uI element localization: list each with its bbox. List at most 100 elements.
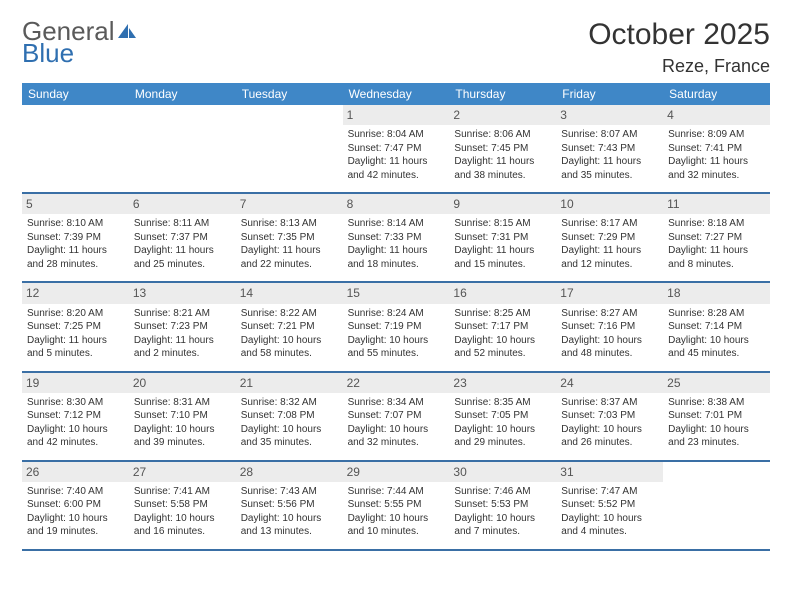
- sunset-text: Sunset: 7:10 PM: [134, 409, 231, 423]
- day-number: 13: [129, 283, 236, 303]
- day-number: 7: [236, 194, 343, 214]
- day-cell: 26Sunrise: 7:40 AMSunset: 6:00 PMDayligh…: [22, 462, 129, 549]
- week-row: 26Sunrise: 7:40 AMSunset: 6:00 PMDayligh…: [22, 462, 770, 551]
- day-cell: 21Sunrise: 8:32 AMSunset: 7:08 PMDayligh…: [236, 373, 343, 460]
- day-cell: 17Sunrise: 8:27 AMSunset: 7:16 PMDayligh…: [556, 283, 663, 370]
- day-number: 3: [556, 105, 663, 125]
- day-number: 30: [449, 462, 556, 482]
- sunrise-text: Sunrise: 8:31 AM: [134, 396, 231, 410]
- dl2-text: and 23 minutes.: [668, 436, 765, 450]
- dl2-text: and 32 minutes.: [668, 169, 765, 183]
- dl2-text: and 8 minutes.: [668, 258, 765, 272]
- day-number: 22: [343, 373, 450, 393]
- dl1-text: Daylight: 11 hours: [348, 244, 445, 258]
- dl2-text: and 58 minutes.: [241, 347, 338, 361]
- dl2-text: and 15 minutes.: [454, 258, 551, 272]
- header: General Blue October 2025 Reze, France: [22, 18, 770, 77]
- day-cell: 25Sunrise: 8:38 AMSunset: 7:01 PMDayligh…: [663, 373, 770, 460]
- sunset-text: Sunset: 7:23 PM: [134, 320, 231, 334]
- sunset-text: Sunset: 5:52 PM: [561, 498, 658, 512]
- day-cell: 19Sunrise: 8:30 AMSunset: 7:12 PMDayligh…: [22, 373, 129, 460]
- week-row: ...1Sunrise: 8:04 AMSunset: 7:47 PMDayli…: [22, 105, 770, 194]
- day-number: 21: [236, 373, 343, 393]
- day-cell: 7Sunrise: 8:13 AMSunset: 7:35 PMDaylight…: [236, 194, 343, 281]
- sunset-text: Sunset: 7:33 PM: [348, 231, 445, 245]
- sunrise-text: Sunrise: 8:13 AM: [241, 217, 338, 231]
- dl2-text: and 42 minutes.: [27, 436, 124, 450]
- day-cell: 9Sunrise: 8:15 AMSunset: 7:31 PMDaylight…: [449, 194, 556, 281]
- day-cell: .: [129, 105, 236, 192]
- dl2-text: and 38 minutes.: [454, 169, 551, 183]
- day-cell: 24Sunrise: 8:37 AMSunset: 7:03 PMDayligh…: [556, 373, 663, 460]
- dl2-text: and 45 minutes.: [668, 347, 765, 361]
- sunrise-text: Sunrise: 8:30 AM: [27, 396, 124, 410]
- day-number: 8: [343, 194, 450, 214]
- dl1-text: Daylight: 11 hours: [134, 334, 231, 348]
- dl1-text: Daylight: 10 hours: [454, 512, 551, 526]
- day-cell: 22Sunrise: 8:34 AMSunset: 7:07 PMDayligh…: [343, 373, 450, 460]
- sunset-text: Sunset: 7:14 PM: [668, 320, 765, 334]
- dl1-text: Daylight: 10 hours: [134, 423, 231, 437]
- sunset-text: Sunset: 7:08 PM: [241, 409, 338, 423]
- sunrise-text: Sunrise: 8:11 AM: [134, 217, 231, 231]
- day-number: 5: [22, 194, 129, 214]
- day-cell: 15Sunrise: 8:24 AMSunset: 7:19 PMDayligh…: [343, 283, 450, 370]
- dl2-text: and 16 minutes.: [134, 525, 231, 539]
- week-row: 5Sunrise: 8:10 AMSunset: 7:39 PMDaylight…: [22, 194, 770, 283]
- sunset-text: Sunset: 7:03 PM: [561, 409, 658, 423]
- dl2-text: and 22 minutes.: [241, 258, 338, 272]
- day-cell: 12Sunrise: 8:20 AMSunset: 7:25 PMDayligh…: [22, 283, 129, 370]
- dl1-text: Daylight: 10 hours: [561, 334, 658, 348]
- dl2-text: and 35 minutes.: [561, 169, 658, 183]
- dl2-text: and 19 minutes.: [27, 525, 124, 539]
- dl2-text: and 5 minutes.: [27, 347, 124, 361]
- dl2-text: and 39 minutes.: [134, 436, 231, 450]
- dayhead-fri: Friday: [556, 83, 663, 105]
- dl1-text: Daylight: 10 hours: [454, 334, 551, 348]
- day-cell: 31Sunrise: 7:47 AMSunset: 5:52 PMDayligh…: [556, 462, 663, 549]
- day-cell: .: [663, 462, 770, 549]
- day-cell: 27Sunrise: 7:41 AMSunset: 5:58 PMDayligh…: [129, 462, 236, 549]
- month-title: October 2025: [588, 18, 770, 52]
- dl1-text: Daylight: 11 hours: [561, 155, 658, 169]
- dl1-text: Daylight: 11 hours: [348, 155, 445, 169]
- week-row: 12Sunrise: 8:20 AMSunset: 7:25 PMDayligh…: [22, 283, 770, 372]
- day-number: 10: [556, 194, 663, 214]
- day-cell: 4Sunrise: 8:09 AMSunset: 7:41 PMDaylight…: [663, 105, 770, 192]
- dl1-text: Daylight: 10 hours: [561, 512, 658, 526]
- dl2-text: and 28 minutes.: [27, 258, 124, 272]
- sunset-text: Sunset: 7:17 PM: [454, 320, 551, 334]
- dl2-text: and 42 minutes.: [348, 169, 445, 183]
- sunrise-text: Sunrise: 8:35 AM: [454, 396, 551, 410]
- calendar-page: General Blue October 2025 Reze, France S…: [0, 0, 792, 569]
- calendar-body: ...1Sunrise: 8:04 AMSunset: 7:47 PMDayli…: [22, 105, 770, 551]
- sunset-text: Sunset: 5:53 PM: [454, 498, 551, 512]
- day-cell: 3Sunrise: 8:07 AMSunset: 7:43 PMDaylight…: [556, 105, 663, 192]
- sunrise-text: Sunrise: 8:37 AM: [561, 396, 658, 410]
- day-cell: 14Sunrise: 8:22 AMSunset: 7:21 PMDayligh…: [236, 283, 343, 370]
- dl1-text: Daylight: 10 hours: [27, 512, 124, 526]
- sunset-text: Sunset: 7:47 PM: [348, 142, 445, 156]
- day-number: 27: [129, 462, 236, 482]
- day-number: 11: [663, 194, 770, 214]
- day-number: 9: [449, 194, 556, 214]
- sunset-text: Sunset: 7:31 PM: [454, 231, 551, 245]
- dl1-text: Daylight: 11 hours: [454, 155, 551, 169]
- dl1-text: Daylight: 11 hours: [668, 155, 765, 169]
- brand-text: General Blue: [22, 18, 138, 66]
- sunrise-text: Sunrise: 8:04 AM: [348, 128, 445, 142]
- sunset-text: Sunset: 7:25 PM: [27, 320, 124, 334]
- sunset-text: Sunset: 7:29 PM: [561, 231, 658, 245]
- dl1-text: Daylight: 10 hours: [241, 423, 338, 437]
- day-number: 14: [236, 283, 343, 303]
- sunrise-text: Sunrise: 8:10 AM: [27, 217, 124, 231]
- day-cell: 29Sunrise: 7:44 AMSunset: 5:55 PMDayligh…: [343, 462, 450, 549]
- dl1-text: Daylight: 11 hours: [27, 334, 124, 348]
- sunrise-text: Sunrise: 7:47 AM: [561, 485, 658, 499]
- day-cell: 16Sunrise: 8:25 AMSunset: 7:17 PMDayligh…: [449, 283, 556, 370]
- dayhead-tue: Tuesday: [236, 83, 343, 105]
- sunset-text: Sunset: 7:43 PM: [561, 142, 658, 156]
- sail-icon: [116, 18, 138, 44]
- dl1-text: Daylight: 10 hours: [27, 423, 124, 437]
- dl1-text: Daylight: 11 hours: [561, 244, 658, 258]
